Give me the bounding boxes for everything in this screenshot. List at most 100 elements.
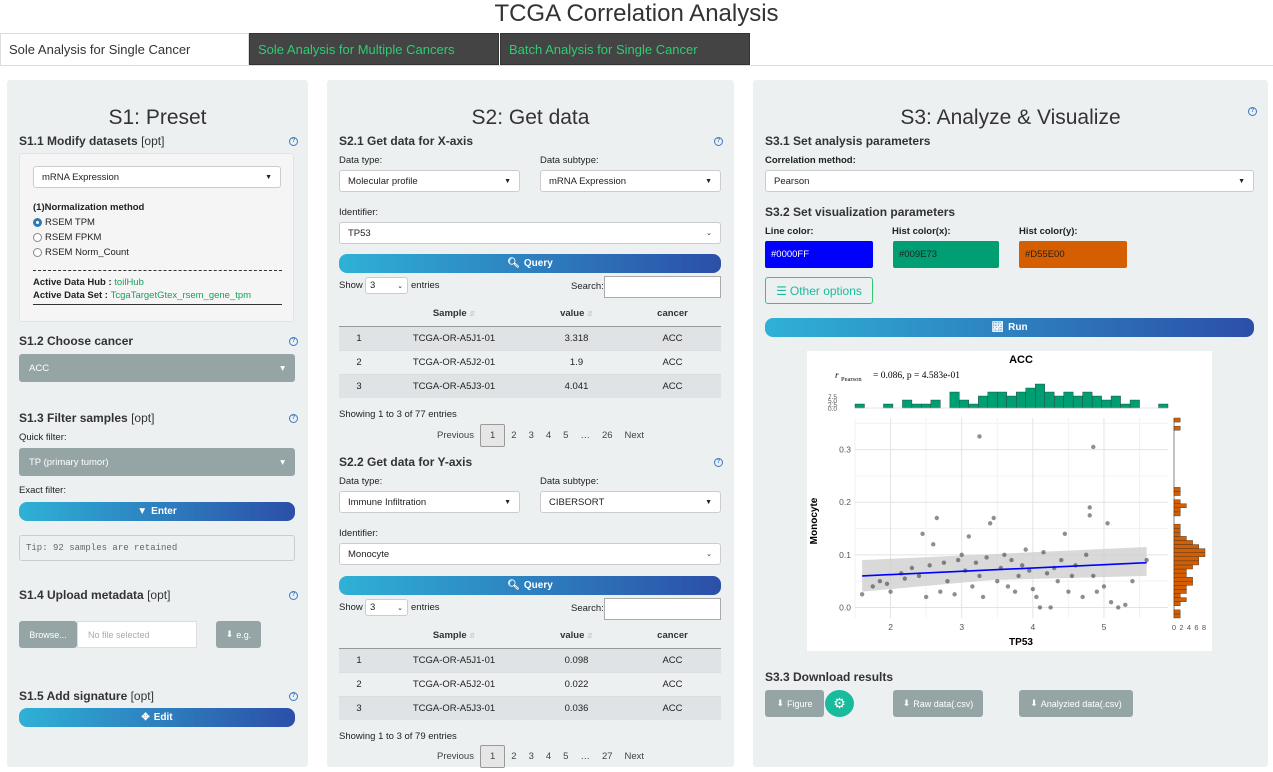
scatter-point	[934, 515, 940, 521]
page-5[interactable]: 5	[563, 751, 569, 762]
help-icon[interactable]: ?	[289, 137, 298, 146]
y-type-select[interactable]: Immune Infiltration ▼	[339, 491, 520, 513]
scatter-point	[1087, 505, 1092, 510]
x-query-button[interactable]: 🔍︎ Query	[339, 254, 721, 273]
x-subtype-label: Data subtype:	[540, 155, 599, 166]
scatter-point	[931, 542, 936, 547]
download-icon: ⬇	[1030, 698, 1038, 708]
tab-batch-single[interactable]: Batch Analysis for Single Cancer	[500, 33, 750, 65]
tab-sole-multiple[interactable]: Sole Analysis for Multiple Cancers	[249, 33, 499, 65]
y-entries-select[interactable]: 3 ⌄	[365, 599, 408, 616]
y-search-input[interactable]	[604, 598, 721, 620]
gear-icon[interactable]: ⚙	[825, 690, 854, 717]
page-next[interactable]: Next	[624, 751, 645, 762]
cancer-select[interactable]: ACC ▾	[19, 354, 295, 382]
x-search-input[interactable]	[604, 276, 721, 298]
page-2[interactable]: 2	[511, 751, 517, 762]
histx-color-input[interactable]: #009E73	[893, 241, 999, 268]
page-previous[interactable]: Previous	[437, 751, 474, 762]
col-value[interactable]: value ⇵	[529, 302, 624, 327]
col-sample[interactable]: Sample ⇵	[379, 302, 529, 327]
hist-y-bar	[1173, 544, 1199, 549]
s3-2-heading: S3.2 Set visualization parameters	[765, 205, 956, 219]
help-icon[interactable]: ?	[714, 458, 723, 467]
y-pagination[interactable]: Previous 1 2 3 4 5 … 27 Next	[431, 745, 650, 768]
radio-rsem-fpkm[interactable]: RSEM FPKM	[33, 232, 101, 243]
page-1[interactable]: 1	[479, 424, 506, 447]
scatter-point	[1012, 589, 1018, 594]
y-subtype-select[interactable]: CIBERSORT ▼	[540, 491, 721, 513]
scatter-point	[980, 594, 986, 600]
analyzed-data-button[interactable]: ⬇ Analyzied data(.csv)	[1019, 690, 1133, 717]
tip-box: Tip: 92 samples are retained	[19, 535, 295, 561]
tab-divider	[0, 65, 1273, 66]
help-icon[interactable]: ?	[714, 137, 723, 146]
col-cancer[interactable]: cancer	[624, 302, 721, 327]
tab-sole-single[interactable]: Sole Analysis for Single Cancer	[0, 33, 249, 65]
page-last[interactable]: 27	[601, 751, 613, 762]
hist-y-bar	[1173, 548, 1206, 553]
help-icon[interactable]: ?	[1248, 107, 1257, 116]
page-3[interactable]: 3	[528, 430, 534, 441]
s1-1-heading: S1.1 Modify datasets [opt]	[19, 134, 165, 148]
y-query-button[interactable]: 🔍︎ Query	[339, 576, 721, 595]
other-options-button[interactable]: ☰ Other options	[765, 277, 873, 304]
scatter-point	[902, 576, 907, 581]
col-cancer[interactable]: cancer	[624, 624, 721, 649]
edit-button[interactable]: ✥ Edit	[19, 708, 295, 727]
scatter-point	[977, 573, 982, 579]
x-subtype-select[interactable]: mRNA Expression ▼	[540, 170, 721, 192]
x-pagination[interactable]: Previous 1 2 3 4 5 … 26 Next	[431, 424, 650, 447]
col-value[interactable]: value ⇵	[529, 624, 624, 649]
x-tick-label: 5	[1102, 622, 1107, 632]
method-select[interactable]: Pearson ▼	[765, 170, 1254, 192]
scatter-point	[970, 584, 975, 589]
browse-button[interactable]: Browse...	[19, 621, 77, 648]
page-4[interactable]: 4	[545, 751, 552, 762]
histy-color-input[interactable]: #D55E00	[1019, 241, 1127, 268]
help-icon[interactable]: ?	[289, 414, 298, 423]
col-sample[interactable]: Sample ⇵	[379, 624, 529, 649]
y-identifier-select[interactable]: Monocyte ⌄	[339, 543, 721, 565]
page-1[interactable]: 1	[479, 745, 506, 768]
x-type-select[interactable]: Molecular profile ▼	[339, 170, 520, 192]
figure-download-button[interactable]: ⬇ Figure	[765, 690, 824, 717]
x-identifier-select[interactable]: TP53 ⌄	[339, 222, 721, 244]
hist-x-bar	[921, 403, 932, 409]
s1-3-heading: S1.3 Filter samples [opt]	[19, 411, 155, 425]
y-show-label: Show	[339, 602, 363, 613]
y-search-label: Search:	[571, 603, 604, 614]
help-icon[interactable]: ?	[289, 337, 298, 346]
page-previous[interactable]: Previous	[437, 430, 474, 441]
radio-icon	[33, 248, 42, 257]
eg-button[interactable]: ⬇ e.g.	[216, 621, 261, 648]
hist-x-bar	[959, 399, 970, 409]
page-2[interactable]: 2	[511, 430, 517, 441]
page-4[interactable]: 4	[545, 430, 552, 441]
quick-filter-select[interactable]: TP (primary tumor) ▾	[19, 448, 295, 476]
enter-button[interactable]: ▼ Enter	[19, 502, 295, 521]
radio-rsem-tpm[interactable]: RSEM TPM	[33, 217, 95, 228]
scatter-point	[1044, 571, 1050, 576]
y-tick-label: 0.1	[839, 550, 851, 560]
page-next[interactable]: Next	[624, 430, 645, 441]
annotation-text: = 0.086, p = 4.583e-01	[873, 371, 960, 381]
help-icon[interactable]: ?	[289, 591, 298, 600]
scatter-point	[1091, 573, 1096, 579]
x-entries-select[interactable]: 3 ⌄	[365, 277, 408, 294]
help-icon[interactable]: ?	[289, 692, 298, 701]
page-3[interactable]: 3	[528, 751, 534, 762]
scatter-point	[870, 584, 875, 589]
x-table-info: Showing 1 to 3 of 77 entries	[339, 409, 457, 420]
raw-data-button[interactable]: ⬇ Raw data(.csv)	[893, 690, 983, 717]
caret-down-icon: ▼	[705, 498, 712, 506]
line-color-input[interactable]: #0000FF	[765, 241, 873, 268]
file-input[interactable]: No file selected	[77, 621, 197, 648]
radio-rsem-norm-count[interactable]: RSEM Norm_Count	[33, 247, 129, 258]
dataset-select[interactable]: mRNA Expression ▼	[33, 166, 281, 188]
page-5[interactable]: 5	[563, 430, 569, 441]
run-button[interactable]: 📈︎ Run	[765, 318, 1254, 337]
page-last[interactable]: 26	[601, 430, 613, 441]
x-tick-label: 2	[888, 622, 893, 632]
hist-x-tick: 2.5	[828, 402, 837, 409]
